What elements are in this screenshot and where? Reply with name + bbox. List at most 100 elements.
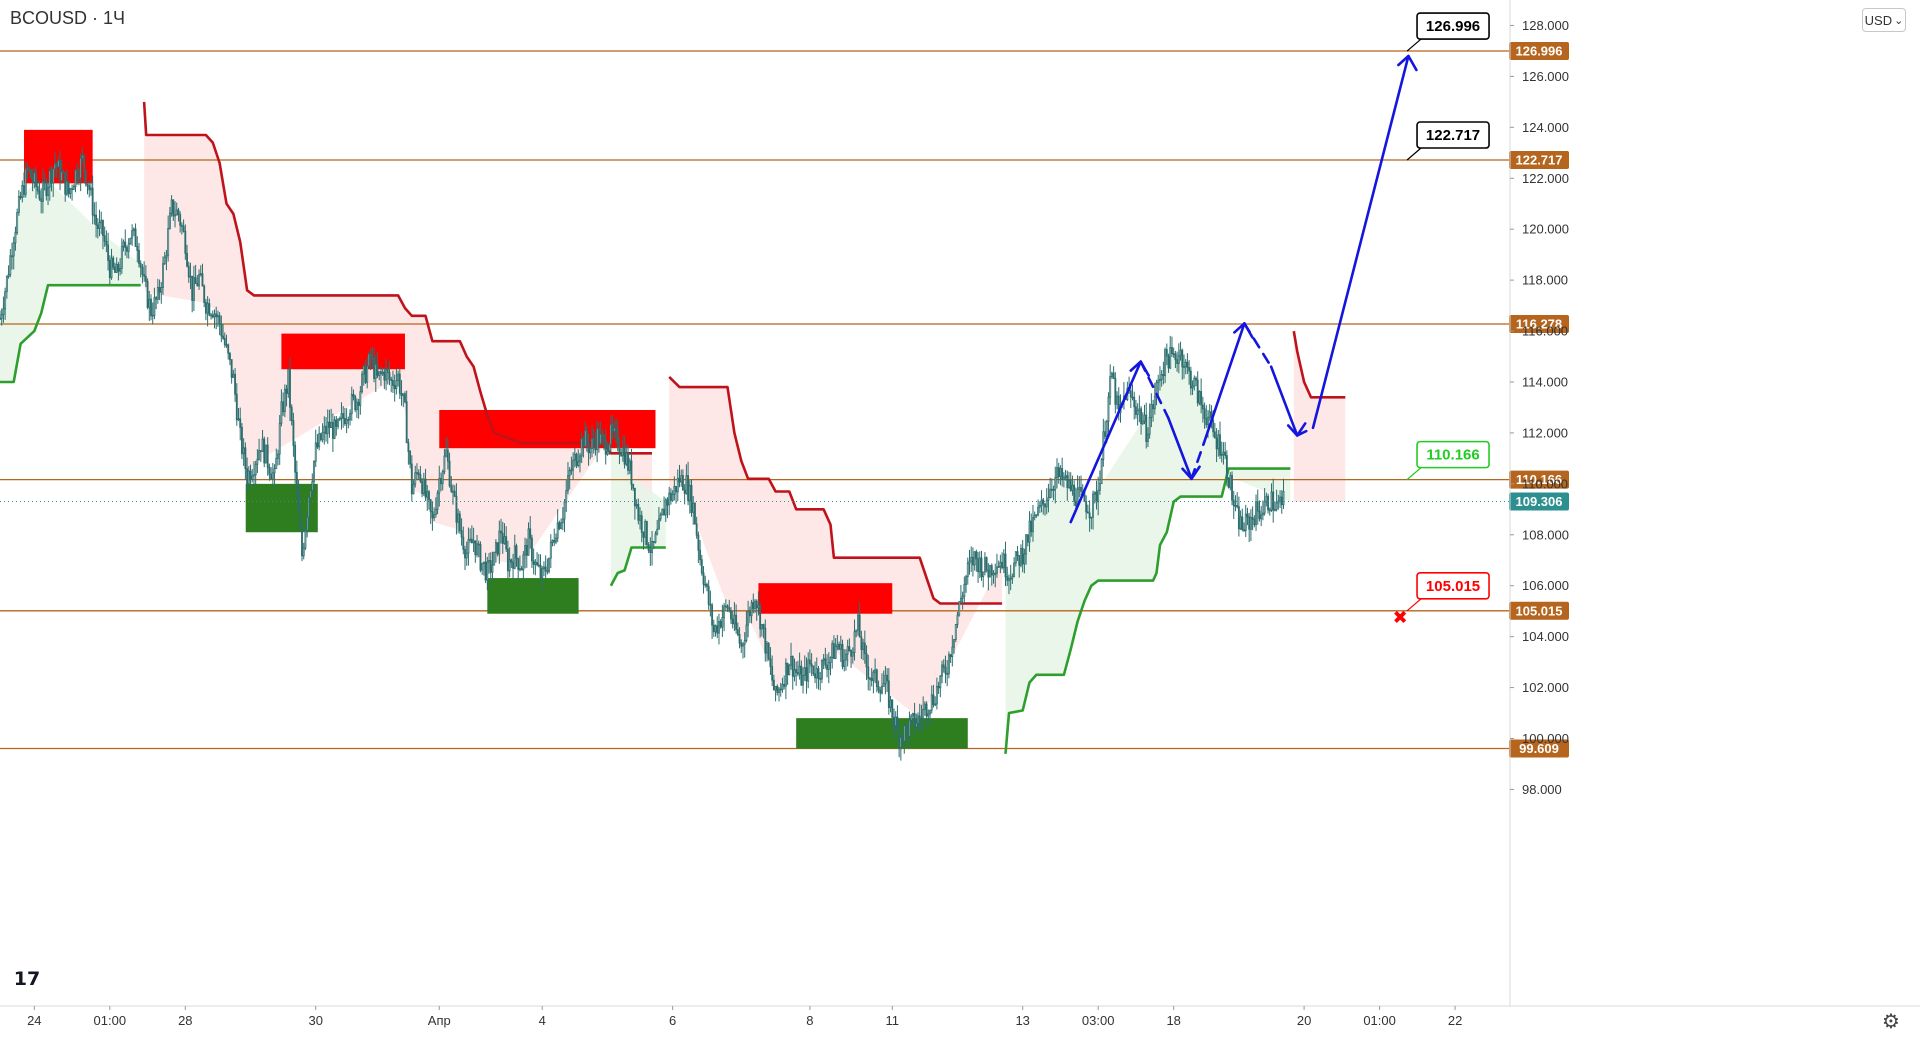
candle-body-685	[1174, 353, 1177, 361]
candle-body-215	[367, 353, 370, 367]
candle-body-88	[150, 298, 152, 317]
candle-body-588	[1008, 577, 1010, 581]
candle-body-335	[573, 453, 576, 461]
candle-body-170	[290, 406, 293, 421]
candle-body-465	[796, 672, 799, 675]
projection-arrows[interactable]	[1069, 54, 1418, 524]
candle-body-350	[599, 433, 602, 445]
price-axis[interactable]: 98.000 100.000 102.000 104.000 106.000 108.00…	[1509, 0, 1569, 1006]
candle-body-209	[357, 401, 360, 406]
candle-body-520	[891, 699, 894, 718]
candle-body-309	[529, 528, 532, 539]
candle-body-679	[1164, 349, 1167, 376]
candle-body-252	[431, 511, 434, 519]
candle-body-665	[1140, 408, 1143, 425]
x-tick-label-4: Апр	[428, 1013, 451, 1028]
candle-body-295	[505, 536, 508, 550]
x-tick-label-5: 4	[539, 1013, 546, 1028]
candle-body-85	[144, 275, 147, 282]
symbol-title[interactable]: BCOUSD · 1Ч	[10, 8, 126, 28]
candle-body-486	[832, 643, 835, 659]
chevron-down-icon: ⌄	[1894, 14, 1904, 27]
candle-body-328	[561, 518, 564, 524]
candle-body-298	[510, 559, 513, 563]
candle-body-221	[378, 371, 381, 376]
arrow-segment-0	[1069, 360, 1143, 524]
candle-body-612	[1049, 488, 1052, 498]
candle-body-368	[630, 460, 633, 485]
candle-body-109	[186, 252, 188, 267]
candle-body-424	[726, 605, 729, 609]
arrow-segment-4	[1202, 322, 1246, 445]
candle-body-505	[865, 653, 868, 668]
candle-body-340	[582, 438, 585, 447]
candle-body-635	[1088, 512, 1091, 519]
candle-body-188	[321, 431, 324, 441]
candle-body-626	[1073, 484, 1076, 502]
x-tick-label-3: 30	[308, 1013, 322, 1028]
candle-body-735	[1260, 514, 1263, 520]
candle-body-307	[525, 545, 528, 556]
candle-body-530	[908, 719, 911, 737]
candle-body-186	[318, 433, 321, 448]
candle-body-516	[884, 674, 887, 685]
candle-body-59	[100, 220, 103, 224]
candle-body-485	[831, 643, 834, 658]
candle-body-681	[1167, 355, 1170, 369]
candle-body-691	[1184, 361, 1187, 367]
candle-body-323	[553, 539, 556, 543]
candle-body-405	[694, 502, 696, 525]
candle-body-341	[584, 430, 587, 447]
candle-body-692	[1186, 361, 1189, 369]
candle-body-189	[323, 425, 326, 433]
candle-body-279	[477, 543, 480, 546]
candle-body-496	[850, 650, 853, 657]
candle-body-56	[95, 214, 98, 226]
candle-body-500	[857, 614, 859, 631]
candle-body-371	[635, 504, 638, 507]
candle-body-152	[259, 450, 262, 452]
candle-body-10	[16, 212, 19, 233]
candle-body-593	[1016, 551, 1019, 556]
candle-body-26	[43, 181, 46, 184]
candle-body-157	[268, 466, 271, 475]
candle-body-163	[278, 422, 281, 455]
candle-body-392	[671, 493, 674, 501]
candle-body-708	[1213, 431, 1216, 439]
gear-icon[interactable]: ⚙	[1882, 1009, 1900, 1033]
candle-body-450	[771, 666, 774, 681]
candle-body-154	[263, 438, 266, 464]
tradingview-logo-icon[interactable]: 17	[13, 968, 41, 990]
candle-body-376	[644, 521, 647, 538]
price-callouts[interactable]: 126.996 122.717 110.166 105.015 ✖	[1393, 12, 1490, 629]
candle-body-623	[1068, 479, 1070, 488]
trend-line-5	[1292, 330, 1346, 399]
candle-body-633	[1085, 501, 1088, 513]
candle-body-23	[38, 190, 41, 200]
horizontal-levels[interactable]: 126.996 122.717 116.278 110.166 105.015 99.60…	[0, 42, 1569, 758]
candle-body-197	[337, 419, 339, 427]
candle-body-434	[743, 639, 746, 645]
candle-body-531	[910, 715, 913, 721]
candle-body-607	[1040, 499, 1043, 506]
candle-body-546	[935, 685, 938, 705]
callout-label-1: 122.717	[1426, 127, 1480, 144]
y-tick-label-2: 102.000	[1522, 680, 1569, 695]
candle-body-473	[810, 663, 813, 667]
candle-body-174	[297, 487, 300, 511]
candle-body-402	[688, 485, 691, 501]
candle-body-184	[314, 442, 317, 462]
candle-body-566	[970, 556, 973, 562]
time-axis[interactable]: 24 01:00 28 30 Апр 4 6 8 11 13 03:00 18 20 01:00 22	[0, 1005, 1920, 1028]
candle-body-130	[222, 335, 225, 339]
candle-body-132	[225, 344, 228, 346]
candle-body-579	[992, 572, 995, 576]
currency-button[interactable]: USD ⌄	[1862, 8, 1906, 32]
candle-body-11	[17, 196, 20, 213]
candle-body-349	[597, 428, 600, 445]
candle-body-373	[639, 515, 641, 521]
candle-body-648	[1110, 372, 1113, 377]
candle-body-400	[685, 475, 688, 494]
